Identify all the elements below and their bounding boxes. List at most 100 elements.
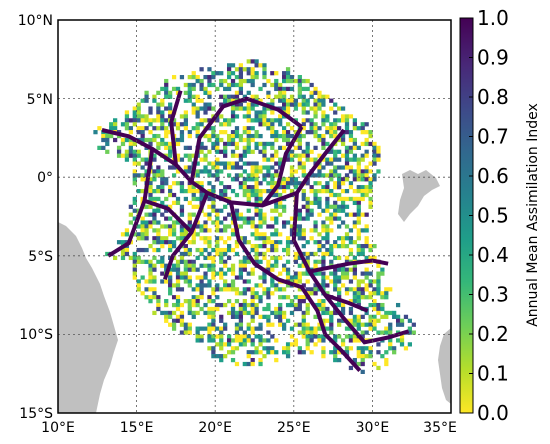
grid-cell: [191, 102, 196, 107]
grid-cell: [164, 78, 169, 84]
grid-cell: [364, 244, 369, 249]
grid-cell: [329, 318, 334, 323]
grid-cell: [305, 251, 310, 257]
grid-cell: [144, 247, 149, 253]
grid-cell: [105, 149, 110, 154]
grid-cell: [246, 173, 251, 178]
grid-cell: [187, 145, 192, 150]
grid-cell: [337, 357, 342, 363]
grid-cell: [282, 177, 287, 182]
grid-cell: [164, 224, 169, 229]
grid-cell: [321, 346, 326, 351]
grid-cell: [317, 302, 322, 308]
grid-cell: [191, 75, 196, 80]
grid-cell: [297, 299, 302, 304]
grid-cell: [266, 314, 271, 319]
grid-cell: [148, 212, 153, 217]
grid-cell: [368, 326, 373, 331]
grid-cell: [195, 204, 200, 209]
grid-cell: [226, 71, 232, 76]
grid-cell: [132, 196, 137, 202]
grid-cell: [242, 169, 247, 174]
grid-cell: [160, 137, 165, 143]
grid-cell: [289, 153, 295, 158]
grid-cell: [333, 310, 338, 316]
grid-cell: [207, 169, 212, 174]
grid-cell: [289, 228, 295, 233]
grid-cell: [368, 244, 373, 249]
grid-cell: [313, 133, 318, 139]
grid-cell: [242, 94, 247, 99]
grid-cell: [164, 130, 169, 135]
grid-cell: [368, 181, 373, 186]
grid-cell: [246, 326, 251, 331]
grid-cell: [219, 149, 224, 154]
grid-cell: [191, 310, 196, 316]
grid-cell: [207, 346, 212, 351]
grid-cell: [337, 204, 342, 209]
grid-cell: [238, 212, 244, 217]
grid-cell: [211, 185, 216, 190]
grid-cell: [360, 251, 365, 257]
grid-cell: [278, 114, 283, 119]
grid-cell: [148, 299, 153, 304]
grid-cell: [223, 302, 228, 308]
grid-cell: [152, 137, 157, 143]
grid-cell: [250, 350, 255, 355]
grid-cell: [238, 67, 244, 72]
grid-cell: [246, 322, 251, 327]
grid-cell: [168, 216, 173, 221]
grid-cell: [234, 94, 240, 99]
grid-cell: [132, 177, 137, 182]
grid-cell: [136, 110, 141, 115]
grid-cell: [207, 126, 212, 131]
grid-cell: [258, 322, 263, 327]
grid-cell: [282, 350, 287, 355]
grid-cell: [246, 161, 251, 166]
grid-cell: [270, 165, 275, 170]
grid-cell: [274, 200, 279, 206]
grid-cell: [234, 314, 240, 319]
grid-cell: [297, 346, 302, 351]
grid-cell: [274, 149, 279, 154]
grid-cell: [226, 161, 232, 166]
grid-cell: [234, 67, 240, 72]
grid-cell: [203, 145, 208, 150]
grid-cell: [187, 267, 192, 272]
grid-cell: [266, 94, 271, 99]
grid-cell: [388, 346, 393, 351]
grid-cell: [282, 310, 287, 316]
grid-cell: [376, 275, 381, 280]
grid-cell: [372, 255, 377, 261]
grid-cell: [246, 287, 251, 292]
grid-cell: [285, 98, 291, 103]
grid-cell: [238, 267, 244, 272]
grid-cell: [270, 291, 275, 296]
grid-cell: [219, 326, 224, 331]
grid-cell: [223, 240, 228, 245]
grid-cell: [152, 177, 157, 182]
grid-cell: [254, 63, 259, 68]
river-segment: [169, 90, 183, 165]
grid-cell: [171, 122, 177, 127]
grid-cell: [207, 204, 212, 209]
grid-cell: [203, 271, 208, 276]
grid-cell: [191, 212, 196, 217]
grid-cell: [199, 236, 204, 241]
grid-cell: [199, 283, 204, 288]
grid-cell: [262, 177, 267, 182]
grid-cell: [403, 346, 409, 351]
grid-cell: [329, 173, 334, 178]
grid-cell: [246, 259, 251, 264]
grid-cell: [270, 102, 275, 107]
grid-cell: [215, 334, 220, 339]
grid-cell: [152, 216, 157, 221]
land-west-coast: [58, 222, 118, 413]
grid-cell: [313, 173, 318, 178]
grid-cell: [360, 247, 365, 253]
grid-cell: [333, 133, 338, 139]
grid-cell: [207, 299, 212, 304]
grid-cell: [183, 118, 188, 123]
grid-cell: [234, 82, 240, 88]
